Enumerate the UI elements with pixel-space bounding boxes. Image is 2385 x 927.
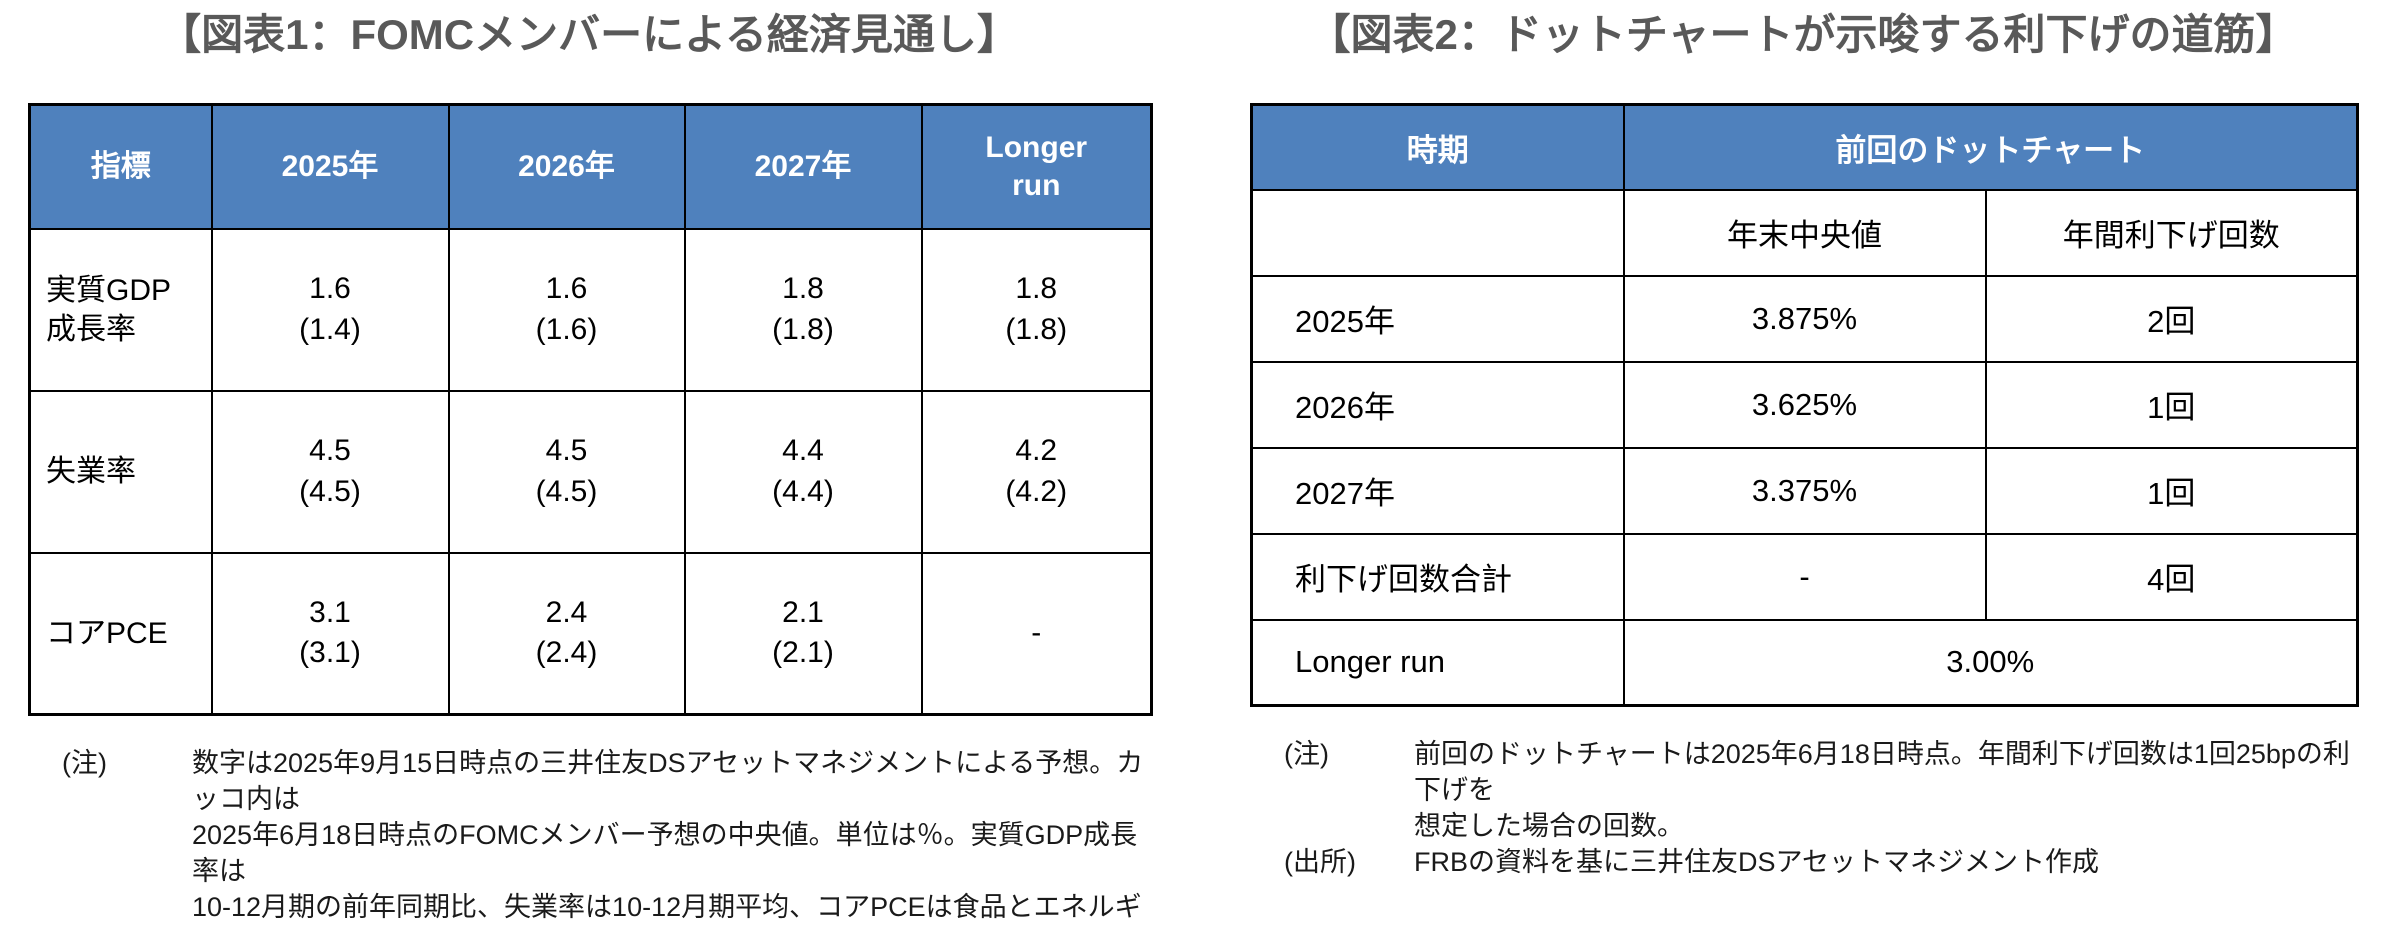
fig2-row-label-2025: 2025年 <box>1250 274 1625 363</box>
fig1-header-2027: 2027年 <box>683 103 923 230</box>
fig2-row-label-2026: 2026年 <box>1250 360 1625 449</box>
fig2-subheader-year-end-median: 年末中央値 <box>1622 188 1987 277</box>
figure1-panel: 【図表1：FOMCメンバーによる経済見通し】 指標 2025年 2026年 20… <box>28 8 1153 927</box>
fig1-cell-pce-longer-run: - <box>920 551 1153 716</box>
fig1-row-label-unemployment: 失業率 <box>28 389 213 554</box>
fig2-subheader-row: 年末中央値 年間利下げ回数 <box>1250 188 2359 277</box>
figure1-title: 【図表1：FOMCメンバーによる経済見通し】 <box>159 11 1019 58</box>
fig1-header-longer-run: Longer run <box>920 103 1153 230</box>
fig1-row-label-gdp: 実質GDP 成長率 <box>28 227 213 392</box>
figure2-note-text: 前回のドットチャートは2025年6月18日時点。年間利下げ回数は1回25bpの利… <box>1414 739 2350 841</box>
figure1-note-label: (注) <box>62 748 107 778</box>
fig2-header-prev-dot-chart: 前回のドットチャート <box>1622 103 2359 191</box>
figure1-notes: (注) 数字は2025年9月15日時点の三井住友DSアセットマネジメントによる予… <box>62 746 1150 927</box>
figure1-note-text: 数字は2025年9月15日時点の三井住友DSアセットマネジメントによる予想。カッ… <box>192 748 1144 922</box>
fig2-cuts-2027: 1回 <box>1984 446 2359 535</box>
table-row-2025: 2025年 3.875% 2回 <box>1250 274 2359 363</box>
fig2-subheader-annual-cuts: 年間利下げ回数 <box>1984 188 2359 277</box>
fig1-cell-gdp-2026: 1.6 (1.6) <box>447 227 686 392</box>
fig2-median-2025: 3.875% <box>1622 274 1987 363</box>
figure2-title: 【図表2：ドットチャートが示唆する利下げの道筋】 <box>1308 11 2298 58</box>
table-row-total-cuts: 利下げ回数合計 - 4回 <box>1250 532 2359 621</box>
fig2-cuts-2026: 1回 <box>1984 360 2359 449</box>
fig2-row-label-2027: 2027年 <box>1250 446 1625 535</box>
figure1-table: 指標 2025年 2026年 2027年 Longer run 実質GDP 成長… <box>28 103 1153 716</box>
figure1-note-row: (注) 数字は2025年9月15日時点の三井住友DSアセットマネジメントによる予… <box>62 746 1150 927</box>
fig2-subheader-empty-cell <box>1250 188 1625 277</box>
fig1-cell-unemp-longer-run: 4.2 (4.2) <box>920 389 1153 554</box>
fig1-cell-unemp-2027: 4.4 (4.4) <box>683 389 923 554</box>
fig1-cell-gdp-2025: 1.6 (1.4) <box>210 227 450 392</box>
figure2-note-label: (注) <box>1284 739 1329 769</box>
table-row-longer-run: Longer run 3.00% <box>1250 618 2359 707</box>
fig1-cell-pce-2027: 2.1 (2.1) <box>683 551 923 716</box>
fig2-header-period: 時期 <box>1250 103 1625 191</box>
table-row-gdp: 実質GDP 成長率 1.6 (1.4) 1.6 (1.6) 1.8 (1.8) … <box>28 227 1153 392</box>
fig2-median-total: - <box>1622 532 1987 621</box>
fig1-header-2026: 2026年 <box>447 103 686 230</box>
table-row-unemployment: 失業率 4.5 (4.5) 4.5 (4.5) 4.4 (4.4) 4.2 (4… <box>28 389 1153 554</box>
fig2-cuts-2025: 2回 <box>1984 274 2359 363</box>
figure2-panel: 【図表2：ドットチャートが示唆する利下げの道筋】 時期 前回のドットチャート 年… <box>1250 8 2360 881</box>
fig2-row-label-total-cuts: 利下げ回数合計 <box>1250 532 1625 621</box>
fig1-cell-pce-2025: 3.1 (3.1) <box>210 551 450 716</box>
figure2-source-text: FRBの資料を基に三井住友DSアセットマネジメント作成 <box>1414 846 2099 877</box>
figure2-table: 時期 前回のドットチャート 年末中央値 年間利下げ回数 2025年 3.875%… <box>1250 103 2360 707</box>
fig1-header-row: 指標 2025年 2026年 2027年 Longer run <box>28 103 1153 230</box>
fig1-cell-unemp-2026: 4.5 (4.5) <box>447 389 686 554</box>
fig2-median-2027: 3.375% <box>1622 446 1987 535</box>
fig2-cuts-total: 4回 <box>1984 532 2359 621</box>
table-row-2027: 2027年 3.375% 1回 <box>1250 446 2359 535</box>
table-row-core-pce: コアPCE 3.1 (3.1) 2.4 (2.4) 2.1 (2.1) - <box>28 551 1153 716</box>
fig1-cell-unemp-2025: 4.5 (4.5) <box>210 389 450 554</box>
fig1-row-label-core-pce: コアPCE <box>28 551 213 716</box>
table-row-2026: 2026年 3.625% 1回 <box>1250 360 2359 449</box>
figure2-notes: (注) 前回のドットチャートは2025年6月18日時点。年間利下げ回数は1回25… <box>1284 737 2356 881</box>
figure2-source-row: (出所) FRBの資料を基に三井住友DSアセットマネジメント作成 <box>1284 845 2356 881</box>
fig1-cell-gdp-2027: 1.8 (1.8) <box>683 227 923 392</box>
fig2-longer-run-value: 3.00% <box>1622 618 2359 707</box>
fig2-median-2026: 3.625% <box>1622 360 1987 449</box>
fig2-header-row: 時期 前回のドットチャート <box>1250 103 2359 191</box>
fig1-header-indicator: 指標 <box>28 103 213 230</box>
figure2-note-row: (注) 前回のドットチャートは2025年6月18日時点。年間利下げ回数は1回25… <box>1284 737 2356 845</box>
fig1-header-2025: 2025年 <box>210 103 450 230</box>
fig1-cell-gdp-longer-run: 1.8 (1.8) <box>920 227 1153 392</box>
figure2-source-label: (出所) <box>1284 846 1356 877</box>
fig1-cell-pce-2026: 2.4 (2.4) <box>447 551 686 716</box>
fig2-row-label-longer-run: Longer run <box>1250 618 1625 707</box>
